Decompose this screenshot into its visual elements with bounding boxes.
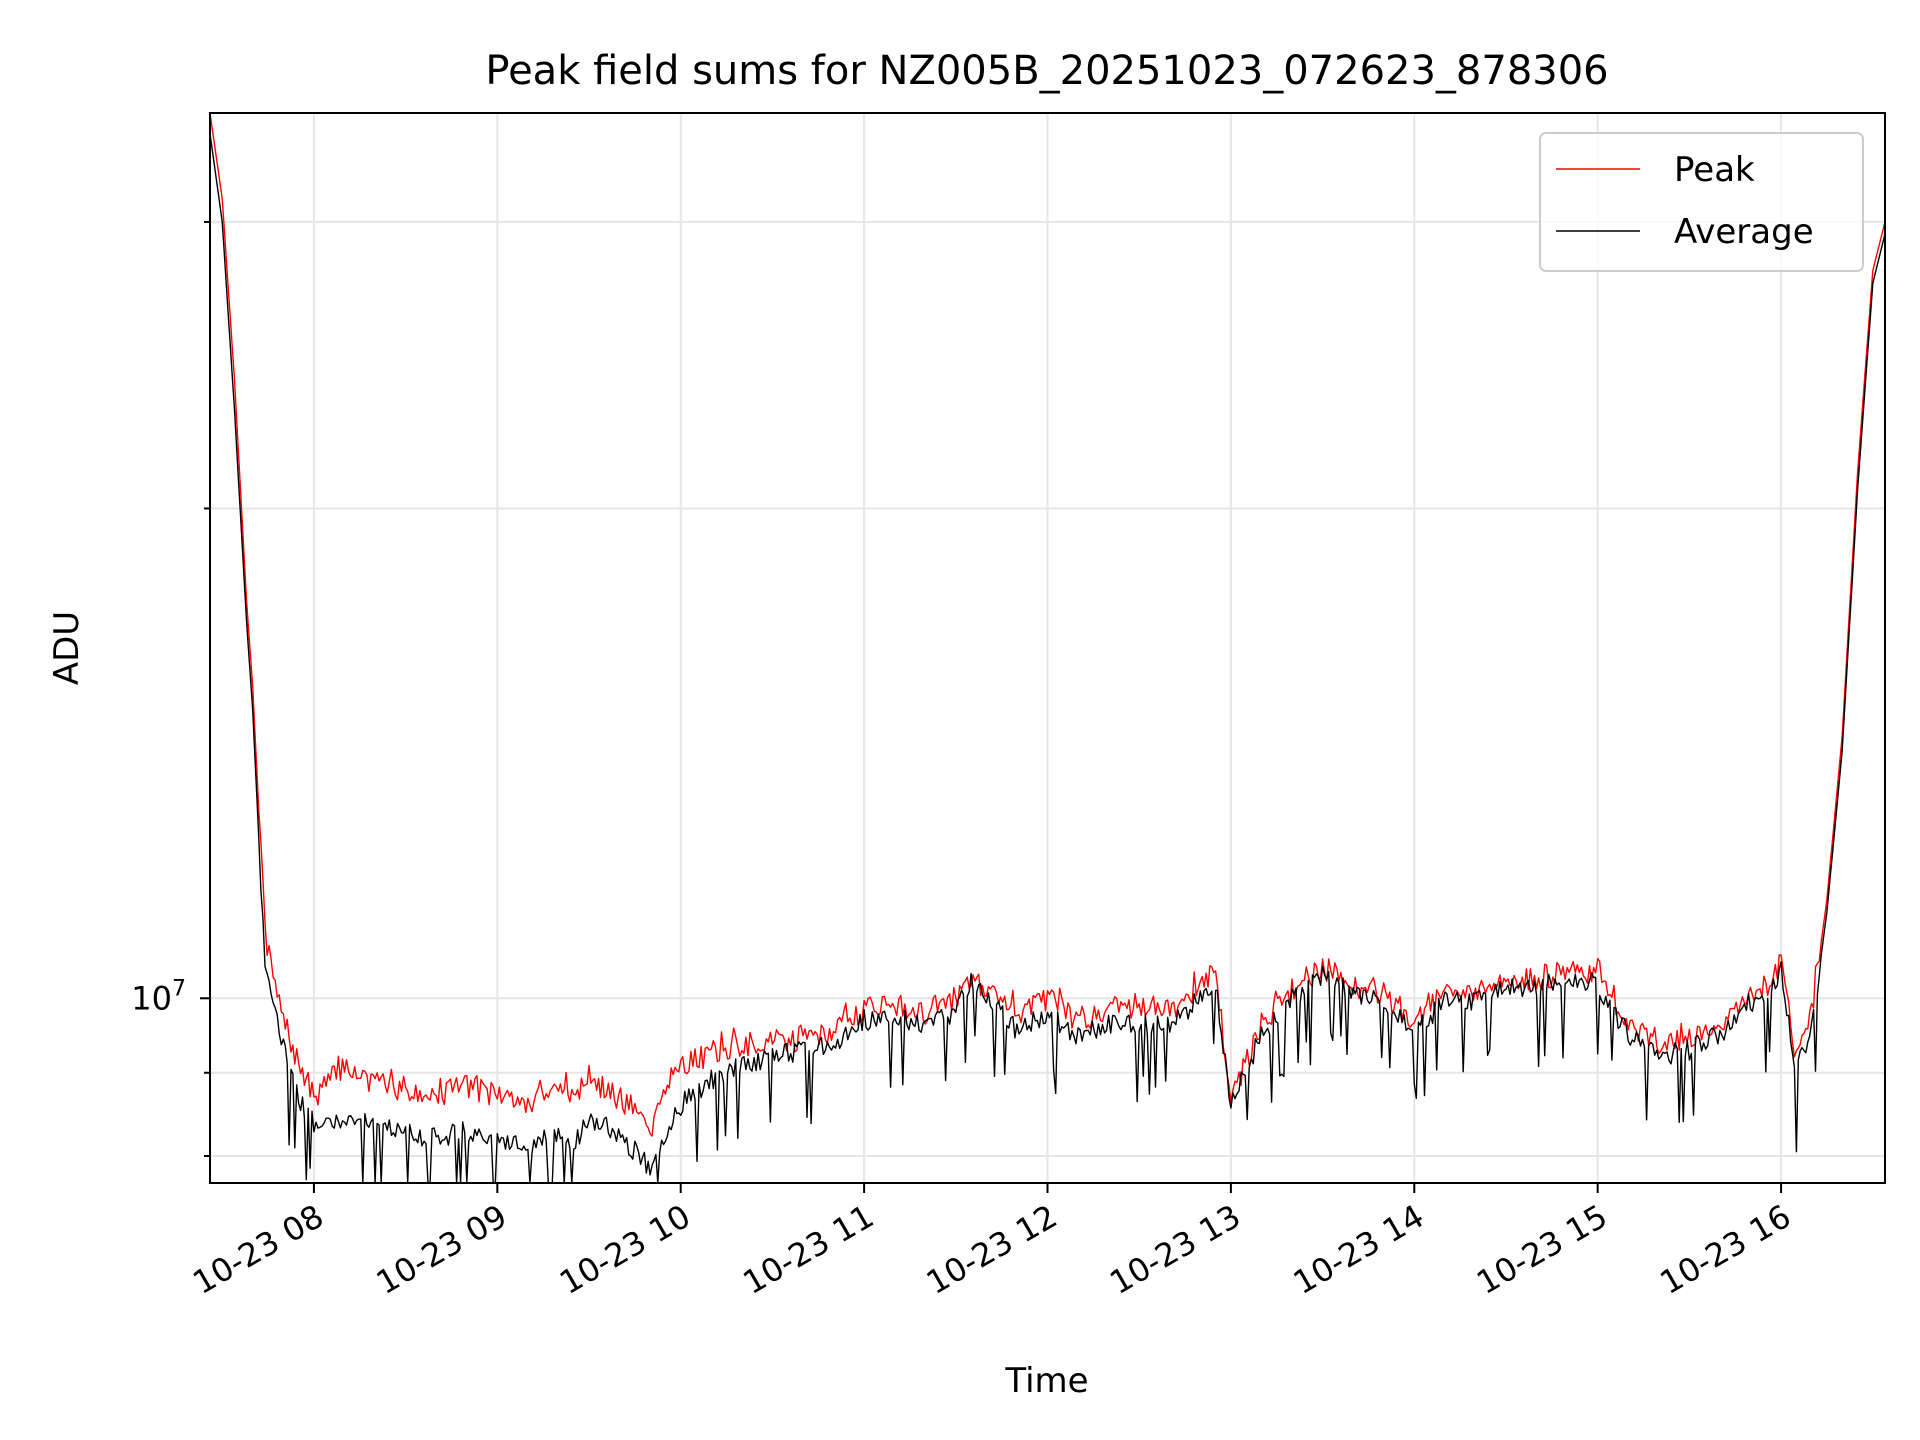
series-line-average — [209, 133, 1886, 1184]
series-line-peak — [209, 112, 1886, 1137]
y-tick-label-exponent: 7 — [172, 976, 186, 1001]
legend-box — [1539, 132, 1864, 272]
legend: Peak Average — [1539, 132, 1864, 272]
grid — [210, 113, 1885, 1183]
chart-title: Peak field sums for NZ005B_20251023_0726… — [485, 48, 1608, 94]
series-layer — [209, 112, 1886, 1184]
x-axis-label: Time — [1004, 1361, 1088, 1401]
legend-label-peak: Peak — [1674, 150, 1755, 190]
y-axis-label: ADU — [47, 611, 87, 685]
legend-label-average: Average — [1674, 212, 1814, 252]
